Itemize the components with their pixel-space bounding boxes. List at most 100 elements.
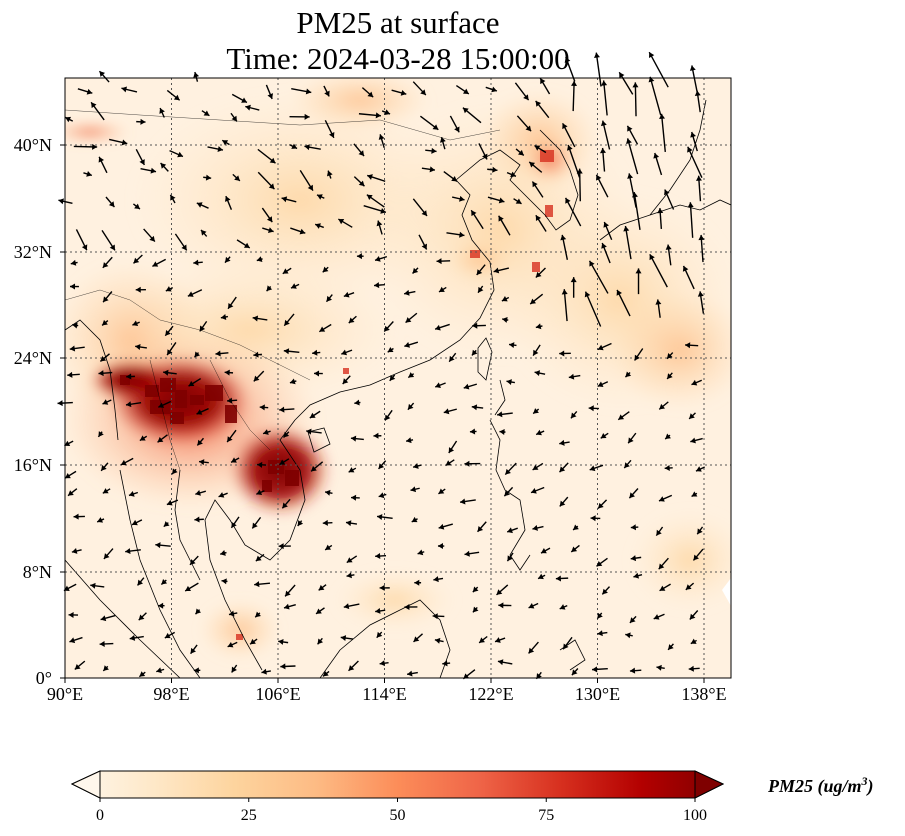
wind-arrow xyxy=(376,220,383,235)
wind-arrow xyxy=(164,631,176,639)
wind-arrow xyxy=(497,411,513,418)
wind-arrow xyxy=(218,492,228,498)
wind-vectors xyxy=(57,51,706,680)
wind-arrow xyxy=(472,586,479,593)
wind-arrow xyxy=(99,353,110,363)
wind-arrow xyxy=(231,93,248,104)
wind-arrow xyxy=(448,352,457,363)
wind-arrow xyxy=(434,637,444,644)
wind-arrow xyxy=(245,104,260,111)
wind-arrow xyxy=(265,84,274,100)
wind-arrow xyxy=(166,499,179,506)
wind-arrow xyxy=(601,586,611,595)
wind-arrow xyxy=(515,148,525,156)
wind-arrow xyxy=(502,316,509,323)
wind-arrow xyxy=(375,607,386,614)
wind-arrow xyxy=(635,268,642,295)
wind-arrow xyxy=(281,498,291,509)
wind-arrow xyxy=(366,174,386,182)
wind-arrow xyxy=(361,87,374,98)
lat-label-8n: 8°N xyxy=(23,562,52,582)
wind-arrow xyxy=(254,611,261,618)
wind-arrow xyxy=(696,526,704,535)
wind-arrow xyxy=(561,122,576,148)
lat-label-40n: 40°N xyxy=(14,135,52,155)
wind-arrow xyxy=(627,432,637,444)
wind-arrow xyxy=(516,115,532,132)
wind-arrow xyxy=(540,547,551,554)
wind-arrow xyxy=(506,379,515,386)
wind-arrow xyxy=(255,553,265,562)
wind-arrow xyxy=(504,462,517,476)
lat-label-0: 0° xyxy=(36,668,52,688)
wind-arrow xyxy=(442,660,451,667)
wind-arrow xyxy=(529,293,544,305)
wind-arrow xyxy=(290,283,300,289)
wind-arrow xyxy=(629,667,642,674)
wind-arrow xyxy=(163,521,170,528)
wind-arrow xyxy=(363,205,387,214)
wind-arrow xyxy=(658,557,669,570)
wind-arrow xyxy=(412,81,427,96)
wind-arrow xyxy=(589,464,604,472)
wind-arrow xyxy=(406,670,418,677)
wind-arrow xyxy=(261,668,271,675)
wind-arrow xyxy=(405,437,414,444)
wind-arrow xyxy=(346,572,355,579)
wind-arrow xyxy=(316,194,325,200)
wind-arrow xyxy=(633,572,643,579)
wind-arrow xyxy=(478,635,488,644)
wind-arrow xyxy=(166,89,181,101)
wind-arrow xyxy=(588,405,599,412)
wind-arrow xyxy=(314,223,325,229)
wind-arrow xyxy=(412,198,428,217)
wind-arrow xyxy=(559,350,571,357)
wind-arrow xyxy=(534,370,546,377)
wind-arrow xyxy=(503,486,514,497)
wind-arrow xyxy=(282,267,292,275)
wind-arrow xyxy=(685,582,695,591)
wind-arrow xyxy=(664,465,673,472)
wind-arrow xyxy=(584,291,602,327)
wind-arrow xyxy=(690,131,698,152)
wind-arrow xyxy=(535,323,543,330)
wind-arrow xyxy=(438,488,446,495)
wind-arrow xyxy=(434,382,446,388)
wind-arrow xyxy=(698,234,705,263)
wind-arrow xyxy=(198,459,209,466)
wind-arrow xyxy=(279,406,295,413)
wind-arrow xyxy=(597,381,609,387)
wind-arrow xyxy=(138,671,146,678)
wind-arrow xyxy=(83,171,93,177)
wind-arrow xyxy=(99,640,114,647)
wind-arrow xyxy=(564,56,576,82)
wind-arrow xyxy=(356,253,364,260)
wind-arrow xyxy=(449,115,460,133)
wind-arrow xyxy=(226,397,238,404)
wind-arrow xyxy=(497,659,513,666)
wind-arrow xyxy=(625,632,633,639)
wind-arrow xyxy=(230,457,240,463)
wind-arrow xyxy=(102,291,113,303)
wind-arrow xyxy=(129,634,144,641)
wind-arrow xyxy=(570,410,578,419)
wind-arrow xyxy=(600,120,611,150)
wind-arrow xyxy=(531,181,544,198)
wind-arrow xyxy=(135,286,146,293)
wind-arrow xyxy=(340,635,354,642)
wind-arrow xyxy=(407,372,415,379)
wind-arrow xyxy=(283,348,300,355)
wind-arrow xyxy=(190,644,198,655)
wind-arrow xyxy=(477,521,487,533)
wind-arrow xyxy=(207,146,224,152)
wind-arrow xyxy=(387,346,394,353)
wind-arrow xyxy=(284,584,296,597)
wind-arrow xyxy=(199,321,208,332)
wind-arrow xyxy=(251,516,262,529)
wind-arrow xyxy=(626,138,639,175)
wind-arrow xyxy=(603,221,613,241)
wind-arrow xyxy=(97,431,104,438)
wind-arrow xyxy=(632,192,641,231)
wind-arrow xyxy=(499,429,506,436)
wind-arrow xyxy=(196,408,209,415)
